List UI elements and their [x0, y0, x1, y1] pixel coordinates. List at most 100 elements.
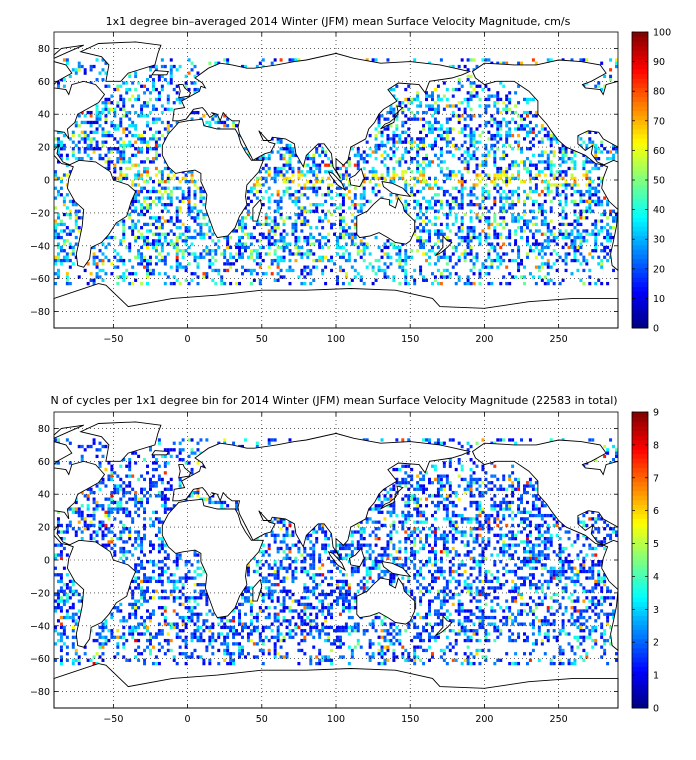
data-cell — [223, 622, 227, 626]
data-cell — [297, 648, 301, 653]
data-cell — [389, 176, 393, 180]
data-cell — [463, 212, 467, 217]
data-cell — [324, 163, 328, 167]
data-cell — [540, 140, 544, 144]
data-cell — [157, 661, 161, 666]
data-cell — [433, 127, 437, 131]
data-cell — [561, 160, 565, 164]
data-cell — [540, 242, 544, 246]
data-cell — [386, 173, 390, 177]
data-cell — [74, 71, 78, 75]
data-cell — [154, 117, 158, 121]
data-cell — [56, 510, 60, 514]
data-cell — [463, 249, 467, 253]
data-cell — [505, 94, 509, 98]
data-cell — [196, 635, 200, 639]
data-cell — [350, 278, 354, 282]
data-cell — [261, 609, 265, 613]
data-cell — [422, 166, 426, 171]
data-cell — [401, 170, 405, 174]
data-cell — [151, 199, 155, 204]
data-cell — [537, 209, 541, 213]
data-cell — [160, 249, 164, 253]
data-cell — [606, 281, 610, 286]
data-cell — [279, 170, 283, 174]
data-cell — [143, 104, 147, 108]
data-cell — [151, 232, 155, 236]
data-cell — [525, 114, 529, 118]
data-cell — [175, 68, 179, 72]
data-cell — [128, 245, 132, 250]
data-cell — [466, 160, 470, 164]
data-cell — [74, 156, 78, 161]
data-cell — [62, 599, 66, 603]
data-cell — [125, 87, 129, 92]
data-cell — [600, 199, 604, 204]
data-cell — [615, 61, 618, 65]
data-cell — [454, 245, 458, 250]
data-cell — [146, 87, 149, 92]
data-cell — [83, 652, 87, 656]
colorbar-segment — [632, 50, 648, 56]
data-cell — [425, 252, 429, 256]
data-cell — [65, 658, 69, 662]
data-cell — [484, 107, 488, 111]
data-cell — [428, 229, 431, 233]
data-cell — [59, 661, 63, 666]
data-cell — [175, 239, 179, 243]
data-cell — [199, 635, 203, 639]
data-cell — [306, 153, 310, 157]
data-cell — [65, 58, 69, 62]
data-cell — [59, 143, 63, 148]
data-cell — [303, 219, 307, 223]
data-cell — [190, 278, 194, 282]
data-cell — [148, 176, 152, 180]
data-cell — [110, 107, 114, 111]
data-cell — [276, 272, 280, 276]
data-cell — [436, 127, 440, 131]
data-cell — [246, 632, 250, 636]
data-cell — [445, 199, 449, 204]
data-cell — [484, 216, 488, 220]
data-cell — [502, 180, 506, 184]
data-cell — [205, 252, 209, 256]
data-cell — [570, 272, 574, 276]
data-cell — [591, 249, 595, 253]
data-cell — [523, 160, 526, 164]
data-cell — [143, 212, 147, 217]
data-cell — [131, 579, 135, 584]
data-cell — [54, 258, 57, 263]
data-cell — [585, 206, 589, 210]
data-cell — [62, 58, 66, 62]
data-cell — [472, 143, 476, 148]
data-cell — [285, 589, 289, 593]
data-cell — [487, 216, 491, 220]
data-cell — [466, 281, 470, 286]
data-cell — [258, 281, 262, 286]
data-cell — [285, 245, 289, 250]
data-cell — [235, 507, 239, 511]
data-cell — [54, 196, 57, 200]
data-cell — [143, 487, 147, 491]
data-cell — [89, 272, 93, 276]
data-cell — [92, 252, 96, 256]
data-cell — [65, 438, 69, 442]
data-cell — [561, 258, 565, 263]
data-cell — [151, 481, 155, 485]
data-cell — [309, 209, 313, 213]
data-cell — [143, 592, 147, 597]
data-cell — [54, 642, 57, 646]
data-cell — [597, 166, 601, 171]
data-cell — [312, 156, 316, 161]
data-cell — [74, 619, 78, 623]
data-cell — [83, 150, 87, 154]
data-cell — [62, 212, 66, 217]
data-cell — [520, 229, 524, 233]
data-cell — [294, 566, 298, 570]
data-cell — [154, 563, 158, 567]
data-cell — [131, 229, 135, 233]
data-cell — [303, 173, 307, 177]
data-cell — [71, 592, 75, 597]
data-cell — [140, 615, 144, 620]
data-cell — [514, 219, 518, 223]
